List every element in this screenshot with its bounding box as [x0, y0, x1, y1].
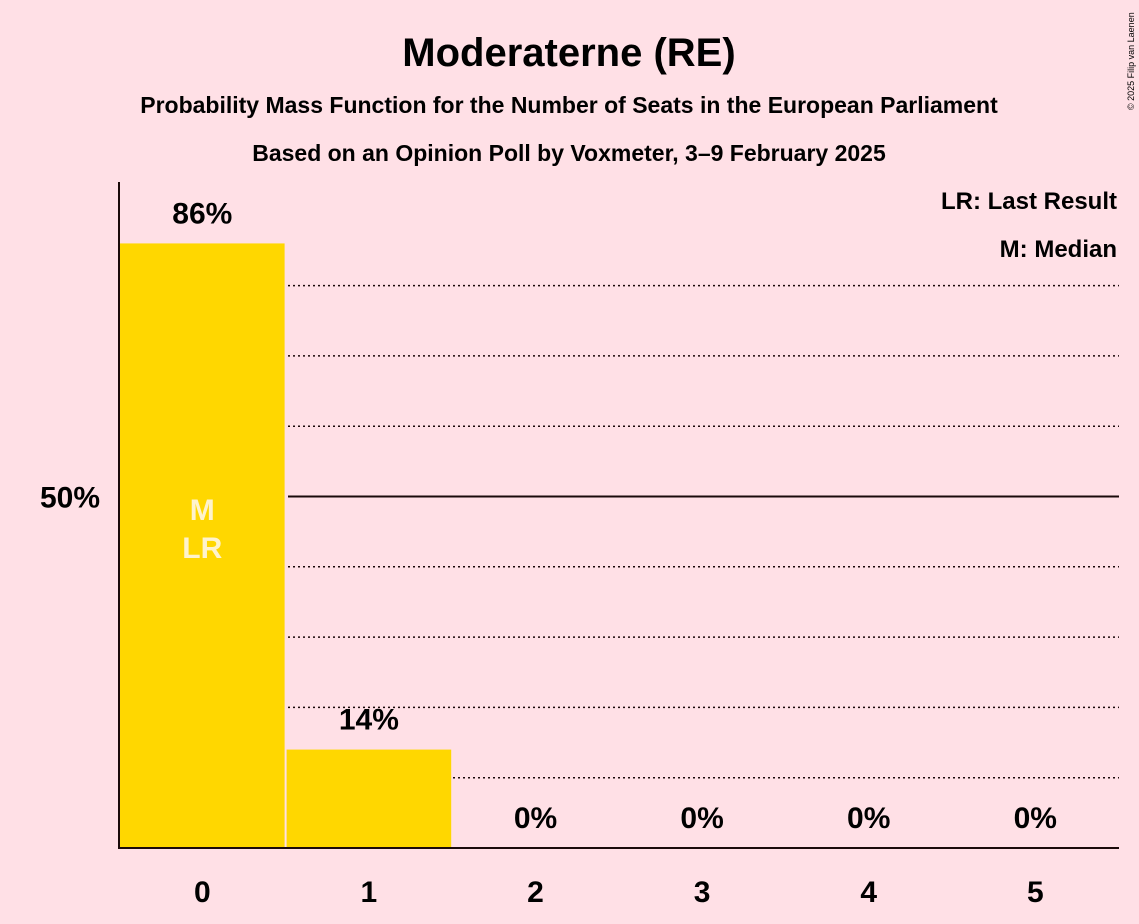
legend-median: M: Median [1000, 236, 1117, 263]
bar [286, 749, 452, 848]
chart-subtitle: Probability Mass Function for the Number… [140, 92, 998, 118]
data-label: 0% [847, 802, 890, 835]
x-ticks: 0 1 2 3 4 5 [194, 876, 1044, 909]
data-label: 0% [514, 802, 557, 835]
last-result-marker: LR [182, 532, 222, 565]
x-tick-label: 4 [860, 876, 877, 909]
data-label: 86% [172, 197, 232, 230]
x-tick-label: 1 [361, 876, 378, 909]
x-tick-label: 2 [527, 876, 544, 909]
data-label: 14% [339, 704, 399, 737]
x-tick-label: 0 [194, 876, 211, 909]
x-tick-label: 5 [1027, 876, 1044, 909]
copyright-note: © 2025 Filip van Laenen [1126, 12, 1136, 110]
bar-labels: 86% 14% 0% 0% 0% 0% M LR [172, 197, 1057, 835]
y-ticks: 50% [40, 482, 100, 515]
bars [120, 243, 452, 849]
y-tick-label: 50% [40, 482, 100, 515]
legend-last-result: LR: Last Result [941, 188, 1117, 215]
x-tick-label: 3 [694, 876, 711, 909]
bar [120, 243, 285, 849]
data-label: 0% [680, 802, 723, 835]
gridlines [288, 284, 1119, 779]
data-label: 0% [1014, 802, 1057, 835]
median-marker: M [190, 494, 215, 527]
chart-title: Moderaterne (RE) [402, 31, 735, 75]
chart-source: Based on an Opinion Poll by Voxmeter, 3–… [252, 140, 886, 166]
